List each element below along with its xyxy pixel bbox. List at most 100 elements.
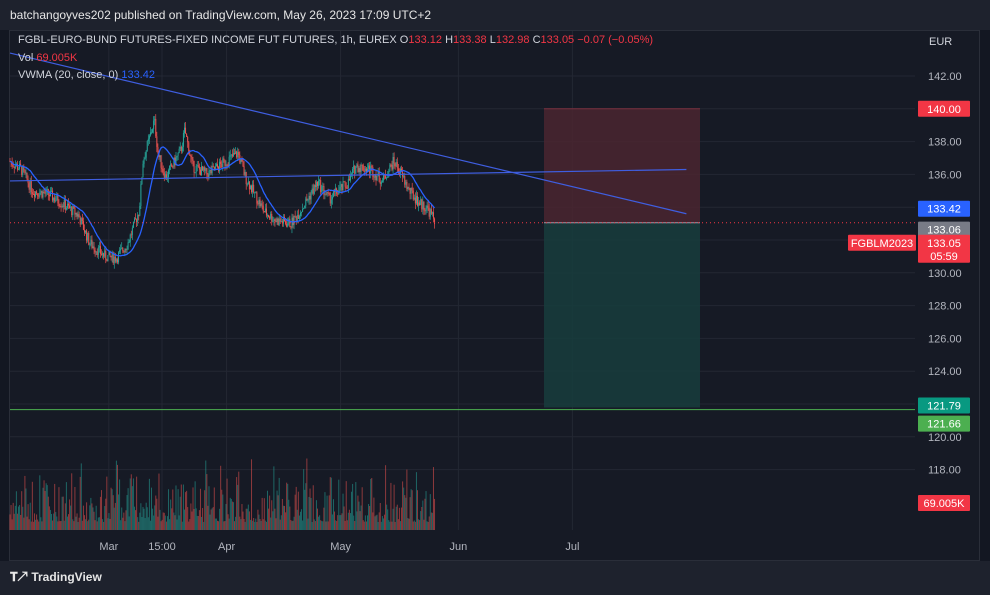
volume-bar xyxy=(412,521,414,530)
volume-bar xyxy=(112,495,114,530)
candles xyxy=(9,114,436,269)
candle-body xyxy=(60,206,62,208)
volume-bar xyxy=(159,509,161,530)
volume-bar xyxy=(276,490,278,530)
candle-body xyxy=(163,172,165,179)
volume-bar xyxy=(259,518,261,530)
candle-body xyxy=(75,213,77,215)
volume-bar xyxy=(76,513,78,530)
candle-body xyxy=(37,193,39,196)
candle-body xyxy=(169,165,171,171)
candle-body xyxy=(414,197,416,204)
volume-bar xyxy=(399,521,401,530)
volume-bar xyxy=(257,509,259,530)
candle-body xyxy=(155,118,157,137)
candle-body xyxy=(387,176,389,178)
chart-panel[interactable] xyxy=(9,30,980,561)
volume-bar xyxy=(64,503,66,530)
volume-bar xyxy=(364,515,366,530)
volume-bar xyxy=(103,521,105,530)
volume-bar xyxy=(390,482,392,530)
candle-body xyxy=(59,206,61,208)
position-zones[interactable] xyxy=(544,108,700,408)
candle-body xyxy=(176,155,178,158)
candle-body xyxy=(190,155,192,158)
candle-body xyxy=(364,168,366,172)
volume-bar xyxy=(227,514,229,530)
candle-body xyxy=(192,159,194,161)
volume-bar xyxy=(362,520,364,530)
candle-body xyxy=(353,165,355,170)
time-axis[interactable]: Mar 15:00 Apr May Jun Jul xyxy=(99,541,579,553)
candle-body xyxy=(32,193,34,195)
candle-body xyxy=(321,186,323,193)
volume-bar xyxy=(38,521,40,530)
candle-body xyxy=(149,132,151,136)
volume-bar xyxy=(102,519,104,530)
candle-body xyxy=(326,192,328,195)
volume-bar xyxy=(279,519,281,530)
candle-body xyxy=(407,187,409,190)
candle-body xyxy=(195,165,197,173)
volume-bar xyxy=(176,519,178,530)
volume-bar xyxy=(293,516,295,530)
candle-body xyxy=(236,151,238,158)
overlay-lines[interactable] xyxy=(9,52,915,411)
candle-body xyxy=(347,178,349,189)
volume-bar xyxy=(154,505,156,530)
candle-body xyxy=(143,159,145,164)
candle-body xyxy=(199,169,201,176)
volume-bar xyxy=(327,521,329,530)
candle-body xyxy=(102,253,104,255)
candle-body xyxy=(87,232,89,241)
candle-body xyxy=(106,259,108,262)
volume-bar xyxy=(139,512,141,530)
candle-body xyxy=(126,249,128,250)
volume-bar xyxy=(129,478,131,530)
volume-bar xyxy=(242,511,244,530)
volume-bar xyxy=(353,515,355,530)
volume-bar xyxy=(225,503,227,530)
volume-bar xyxy=(287,483,289,530)
candle-body xyxy=(201,166,203,176)
candle-body xyxy=(25,172,27,174)
volume-bar xyxy=(118,494,120,530)
volume-bar xyxy=(65,482,67,530)
volume-bar xyxy=(251,459,253,530)
candle-body xyxy=(63,199,65,208)
candle-body xyxy=(252,184,254,193)
volume-bar xyxy=(104,506,106,530)
candle-body xyxy=(13,166,15,169)
candle-body xyxy=(396,162,398,169)
candle-body xyxy=(292,217,294,225)
volume-bar xyxy=(280,515,282,530)
candle-body xyxy=(251,185,253,193)
candle-body xyxy=(315,181,317,187)
volume-bar xyxy=(228,518,230,530)
candle-body xyxy=(80,218,82,225)
tradingview-logo[interactable]: 𝐓↗ TradingView xyxy=(10,570,102,585)
volume-bar xyxy=(28,519,30,530)
candle-body xyxy=(339,186,341,191)
candle-body xyxy=(256,192,258,204)
open-label: O xyxy=(399,34,409,46)
candle-body xyxy=(207,174,209,179)
volume-bar xyxy=(204,490,206,530)
candle-body xyxy=(276,218,278,222)
candle-body xyxy=(141,177,143,185)
candle-body xyxy=(197,165,199,167)
volume-bar xyxy=(46,485,48,530)
candle-body xyxy=(30,180,32,193)
volume-bar xyxy=(218,521,220,530)
volume-bar xyxy=(376,514,378,530)
volume-bar xyxy=(311,521,313,530)
candle-body xyxy=(108,251,110,256)
volume-bar xyxy=(344,520,346,530)
volume-bar xyxy=(128,516,130,530)
candle-body xyxy=(129,234,131,243)
volume-bar xyxy=(427,521,429,530)
candle-body xyxy=(351,173,353,175)
candle-body xyxy=(94,250,96,253)
candle-body xyxy=(153,120,155,130)
